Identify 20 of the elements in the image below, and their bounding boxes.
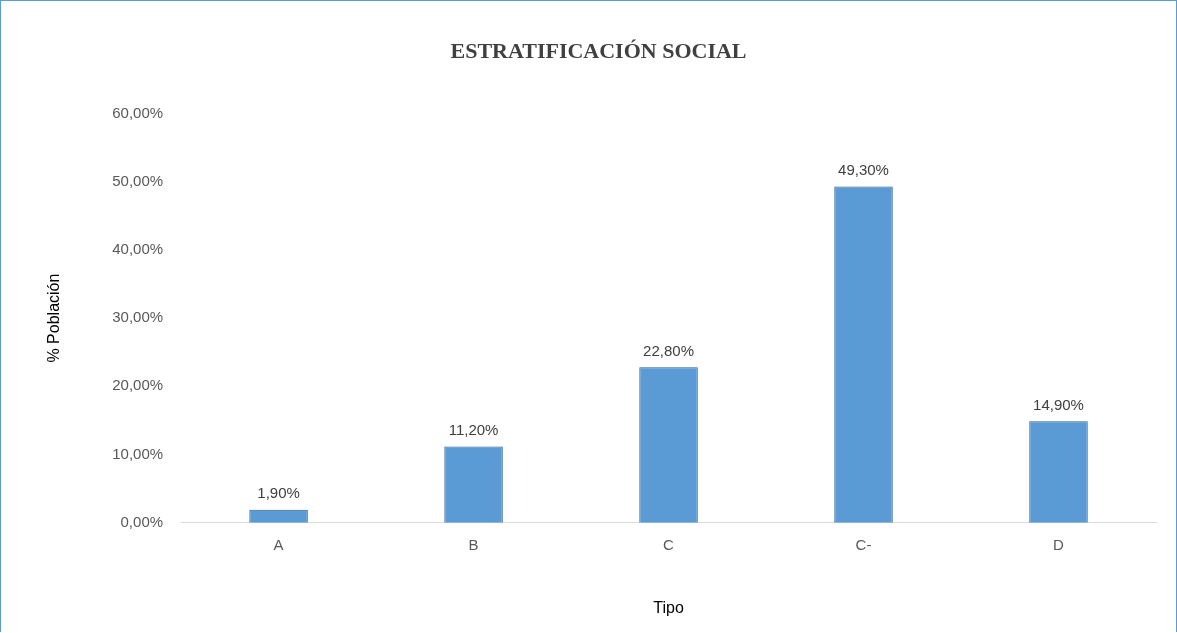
- x-axis-title: Tipo: [653, 598, 684, 616]
- x-tick-label: C-: [855, 535, 872, 553]
- y-tick-label: 30,00%: [112, 308, 164, 326]
- y-axis-title: % Población: [45, 273, 63, 363]
- y-tick-label: 50,00%: [112, 171, 164, 189]
- data-label: 22,80%: [643, 341, 694, 359]
- chart-title: ESTRATIFICACIÓN SOCIAL: [450, 37, 747, 63]
- y-tick-label: 10,00%: [112, 444, 164, 462]
- x-tick-label: A: [273, 535, 284, 553]
- x-tick-label: B: [468, 535, 479, 553]
- x-tick-label: D: [1053, 535, 1065, 553]
- data-label: 11,20%: [448, 421, 499, 439]
- data-label: 49,30%: [838, 161, 889, 179]
- y-tick-label: 60,00%: [112, 103, 164, 121]
- y-tick-label: 40,00%: [112, 240, 164, 258]
- data-label: 14,90%: [1033, 395, 1084, 413]
- x-tick-label: C: [663, 535, 675, 553]
- y-tick-label: 0,00%: [120, 512, 164, 530]
- data-label: 1,90%: [257, 484, 300, 502]
- y-tick-label: 20,00%: [112, 376, 164, 394]
